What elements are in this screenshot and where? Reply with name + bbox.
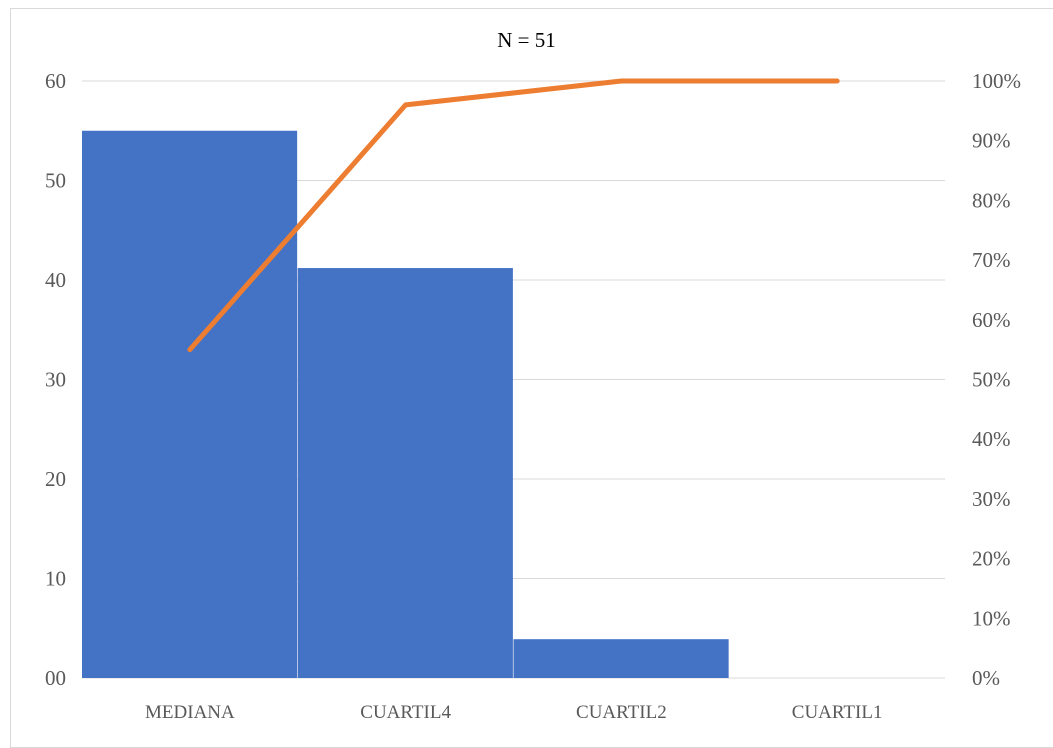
y2-tick-label: 80%	[972, 188, 1011, 212]
y-tick-label: 60	[45, 69, 66, 93]
y2-tick-label: 0%	[972, 666, 1000, 690]
bar	[513, 639, 729, 678]
y-tick-label: 00	[45, 666, 66, 690]
bar	[297, 268, 513, 678]
x-tick-label: CUARTIL4	[360, 702, 451, 723]
category-axis-ticks: MEDIANA CUARTIL4 CUARTIL2 CUARTIL1	[145, 702, 882, 723]
bar	[82, 130, 298, 678]
y2-tick-label: 60%	[972, 308, 1011, 332]
x-tick-label: CUARTIL1	[792, 702, 883, 723]
y2-tick-label: 100%	[972, 69, 1021, 93]
bar-series	[82, 130, 729, 678]
x-tick-label: CUARTIL2	[576, 702, 667, 723]
y-tick-label: 20	[45, 467, 66, 491]
y-tick-label: 40	[45, 268, 66, 292]
cumulative-line	[187, 78, 840, 353]
right-axis-ticks: 0% 10% 20% 30% 40% 50% 60% 70% 80% 90% 100%	[972, 69, 1021, 690]
x-tick-label: MEDIANA	[145, 702, 235, 723]
pareto-chart: 00 10 20 30 40 50 60 0% 10% 20% 30% 40% 50% 60% 70% 80…	[45, 69, 1021, 723]
y2-tick-label: 10%	[972, 606, 1011, 630]
cumulative-line-series	[187, 78, 840, 353]
y-tick-label: 30	[45, 368, 66, 392]
y2-tick-label: 30%	[972, 487, 1011, 511]
y-tick-label: 50	[45, 169, 66, 193]
chart-title: N = 51	[497, 28, 556, 52]
y-tick-label: 10	[45, 567, 66, 591]
y2-tick-label: 20%	[972, 547, 1011, 571]
y2-tick-label: 50%	[972, 368, 1011, 392]
y2-tick-label: 90%	[972, 129, 1011, 153]
y2-tick-label: 40%	[972, 427, 1011, 451]
left-axis-ticks: 00 10 20 30 40 50 60	[45, 69, 66, 690]
y2-tick-label: 70%	[972, 248, 1011, 272]
